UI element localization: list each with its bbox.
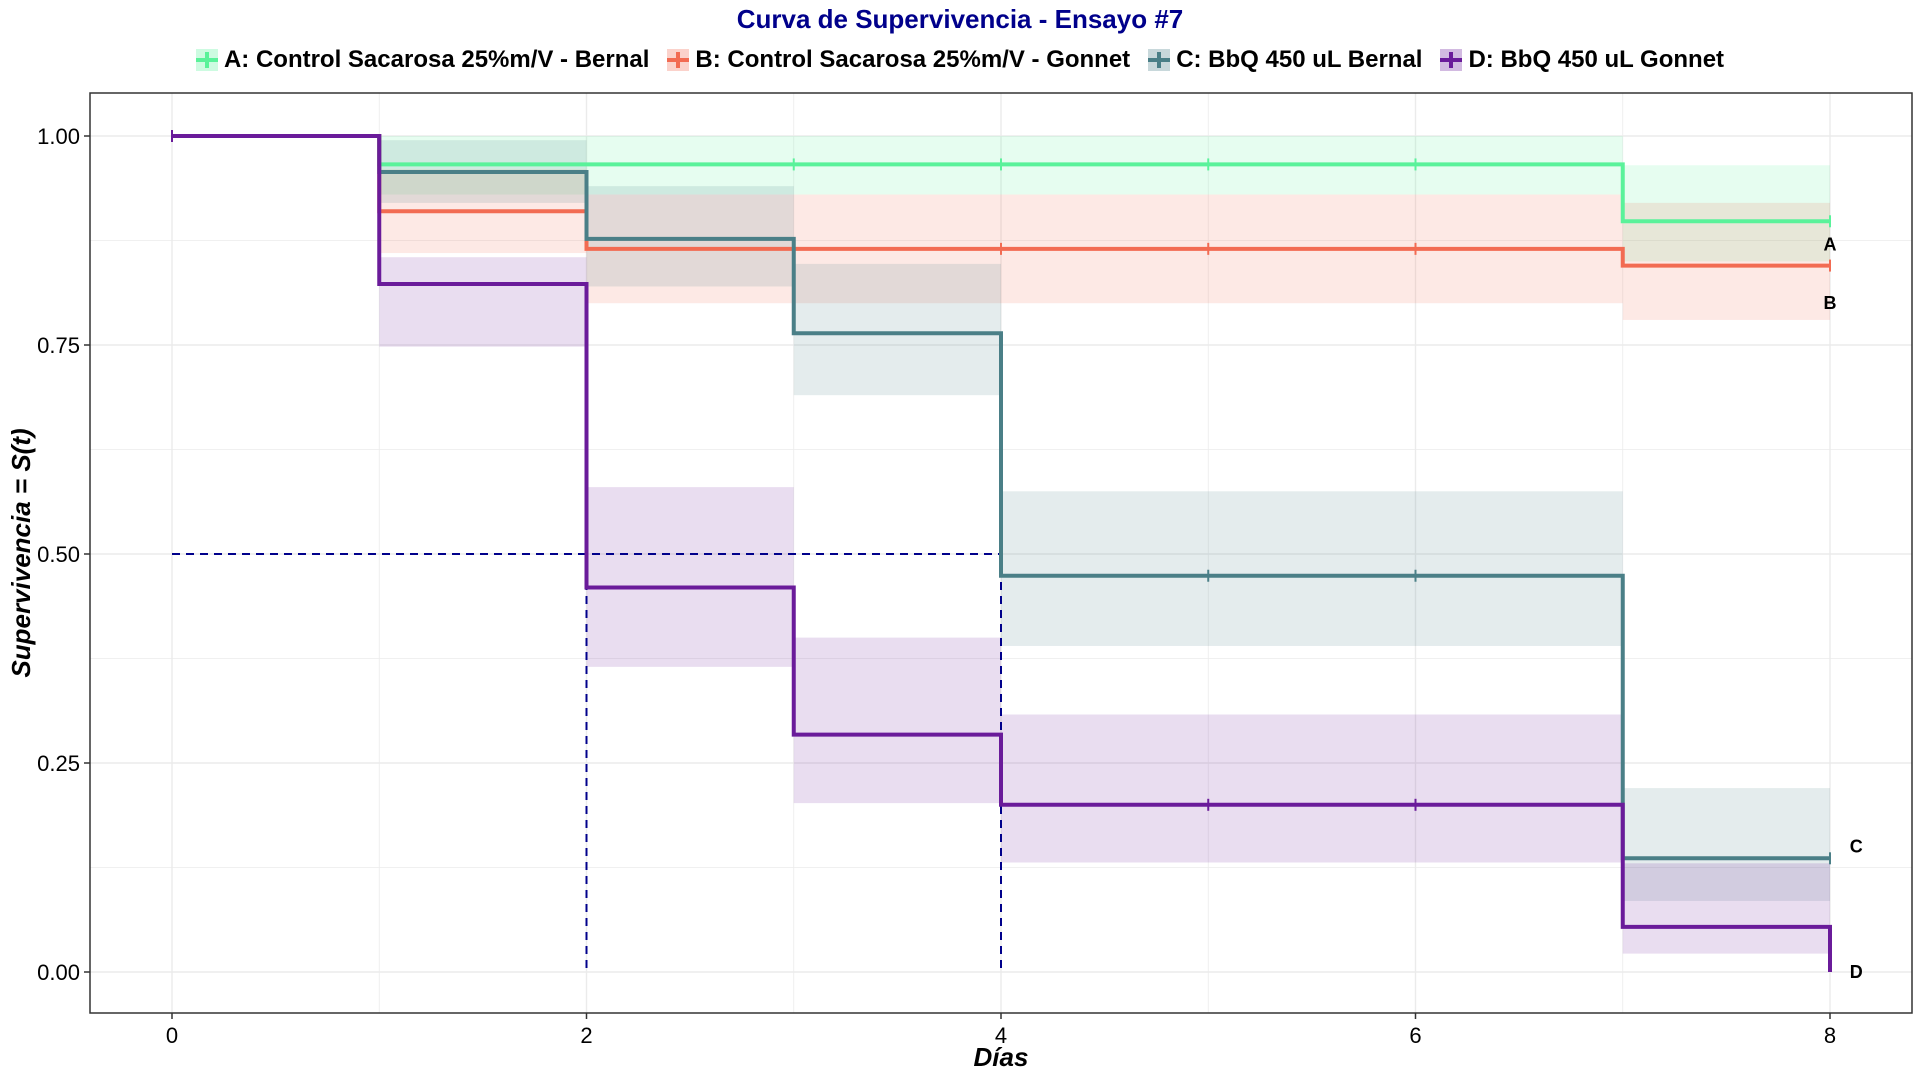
legend-label-c: C: BbQ 450 uL Bernal xyxy=(1176,46,1423,73)
confidence-bands xyxy=(379,136,1830,954)
legend-item-d: D: BbQ 450 uL Gonnet xyxy=(1440,46,1724,74)
ci-band-segment xyxy=(1622,863,1830,954)
y-tick-label: 0.50 xyxy=(37,542,80,567)
legend-key-b xyxy=(667,49,690,71)
ci-band-segment xyxy=(586,186,794,287)
y-tick-label: 1.00 xyxy=(37,124,80,149)
legend-key-c xyxy=(1148,49,1171,71)
x-tick-label: 8 xyxy=(1824,1023,1836,1048)
x-tick-label: 2 xyxy=(580,1023,592,1048)
legend-label-d: D: BbQ 450 uL Gonnet xyxy=(1468,46,1725,73)
median-reference-lines xyxy=(172,553,1002,972)
y-tick-label: 0.25 xyxy=(37,751,80,776)
x-tick-label: 6 xyxy=(1409,1023,1421,1048)
ci-band-segment xyxy=(586,487,794,667)
censor-marks xyxy=(171,130,1831,865)
chart-title: Curva de Supervivencia - Ensayo #7 xyxy=(736,4,1184,34)
legend-label-b: B: Control Sacarosa 25%m/V - Gonnet xyxy=(695,46,1131,73)
legend-item-a: A: Control Sacarosa 25%m/V - Bernal xyxy=(195,46,650,74)
legend-label-a: A: Control Sacarosa 25%m/V - Bernal xyxy=(223,46,650,73)
legend-key-a xyxy=(195,49,218,71)
survival-line-d xyxy=(172,134,1832,972)
y-axis-ticks: 0.00 0.25 0.50 0.75 1.00 xyxy=(37,124,90,985)
ci-band-segment xyxy=(1622,788,1830,901)
end-label-d: D xyxy=(1850,962,1863,982)
end-label-b: B xyxy=(1824,293,1837,313)
ci-band-segment xyxy=(793,263,1001,396)
ci-band-segment xyxy=(1001,714,1623,863)
end-label-a: A xyxy=(1824,235,1837,255)
ci-band-segment xyxy=(1622,165,1830,262)
y-tick-label: 0.75 xyxy=(37,333,80,358)
chart-legend: A: Control Sacarosa 25%m/V - Bernal B: C… xyxy=(0,46,1920,74)
x-axis-ticks: 0 2 4 6 8 xyxy=(166,1013,1836,1048)
end-label-c: C xyxy=(1850,837,1863,857)
legend-key-d xyxy=(1440,49,1463,71)
series-end-labels: A B C D xyxy=(1824,235,1863,982)
ci-band-segment xyxy=(379,257,587,347)
x-tick-label: 4 xyxy=(995,1023,1007,1048)
x-axis-title: Días xyxy=(974,1042,1029,1072)
legend-item-b: B: Control Sacarosa 25%m/V - Gonnet xyxy=(667,46,1130,74)
x-tick-label: 0 xyxy=(166,1023,178,1048)
y-tick-label: 0.00 xyxy=(37,960,80,985)
ci-band-segment xyxy=(1001,491,1623,646)
ci-band-segment xyxy=(793,637,1001,804)
legend-item-c: C: BbQ 450 uL Bernal xyxy=(1148,46,1422,74)
y-axis-title: Supervivencia = S(t) xyxy=(6,428,36,677)
